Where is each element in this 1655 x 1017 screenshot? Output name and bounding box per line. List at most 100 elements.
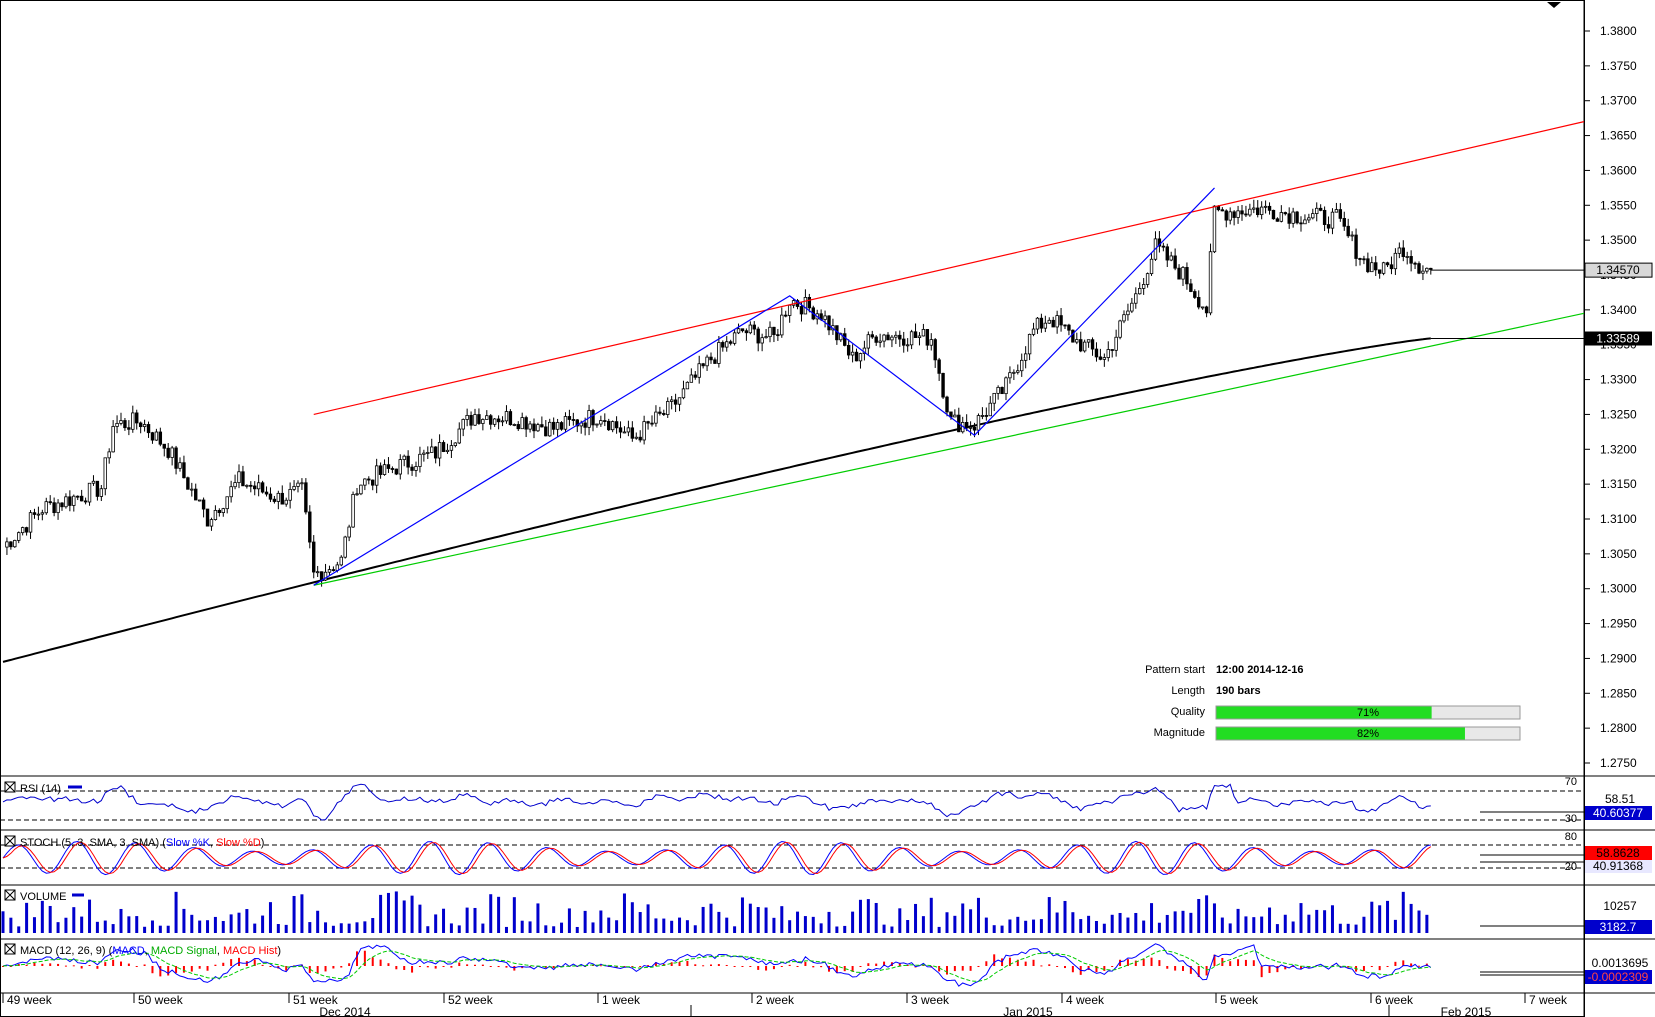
price-tick-label: 1.3150 [1600, 477, 1637, 491]
candle-body [1385, 262, 1390, 266]
volume-bar [1220, 917, 1224, 933]
macd-hist-bar [348, 963, 351, 966]
volume-bar [150, 920, 154, 933]
candle [426, 446, 430, 459]
candle-body [827, 315, 831, 331]
macd-hist-bar [1229, 961, 1232, 966]
candle [512, 423, 517, 427]
candle [1134, 287, 1138, 309]
candle-body [154, 431, 159, 441]
candle [996, 385, 1000, 400]
candle [898, 330, 902, 347]
candle-body [24, 527, 29, 533]
candle [268, 487, 273, 503]
volume-bar [866, 899, 870, 933]
candle-body [748, 324, 753, 334]
candle-body [414, 466, 418, 471]
macd-hist-bar [788, 964, 791, 966]
volume-bar [583, 910, 587, 933]
candle-body [115, 423, 119, 427]
candle-body [1055, 315, 1059, 328]
macd-hist-bar [867, 963, 870, 966]
candle [249, 481, 253, 493]
candle-body [382, 464, 387, 475]
candle-body [1138, 288, 1142, 295]
macd-hist-bar [379, 959, 382, 966]
volume-bar [1393, 919, 1397, 933]
volume-bar [1110, 914, 1114, 933]
macd-hist-bar [757, 966, 760, 970]
candle-body [1393, 252, 1398, 270]
volume-bar [308, 922, 312, 933]
candle-body [681, 388, 686, 399]
candle-body [1047, 319, 1051, 324]
scroll-marker-icon[interactable] [1547, 2, 1561, 8]
candle-body [768, 326, 772, 338]
candle [1204, 305, 1209, 318]
macd-hist-bar [175, 966, 178, 973]
candle-body [449, 445, 454, 451]
candle [1090, 337, 1095, 356]
candle [300, 478, 304, 490]
candle-body [56, 502, 60, 514]
macd-hist-bar [710, 964, 712, 966]
macd-hist-bar [654, 962, 657, 966]
volume-bar [693, 925, 697, 933]
volume-bar [906, 920, 910, 933]
candle [772, 326, 776, 343]
candle [559, 421, 564, 431]
macd-hist-bar [1150, 957, 1153, 966]
candle [1271, 209, 1276, 220]
candle [123, 418, 127, 431]
candle [937, 357, 941, 381]
candle-body [123, 420, 127, 429]
candle-body [902, 338, 906, 346]
candle-body [634, 436, 638, 439]
candle-body [886, 334, 890, 341]
candle [945, 395, 949, 417]
volume-bar [442, 908, 446, 933]
volume-bar [552, 926, 556, 933]
candle [445, 443, 450, 454]
candle-body [249, 484, 253, 487]
candle-body [618, 427, 623, 433]
candle-body [964, 422, 969, 429]
volume-bar [88, 899, 92, 933]
candle [1165, 243, 1169, 267]
month-label: Dec 2014 [319, 1005, 371, 1017]
volume-upper-value: 10257 [1603, 899, 1637, 913]
macd-hist-bar [552, 966, 555, 969]
candle [980, 407, 985, 420]
macd-hist-bar [41, 963, 44, 966]
candle [1275, 217, 1280, 222]
candle [638, 430, 642, 443]
candle [1193, 289, 1197, 299]
candle-body [953, 414, 957, 418]
macd-hist-bar [835, 966, 838, 973]
volume-bar [1260, 916, 1264, 933]
candle-body [1271, 209, 1276, 220]
candle [1102, 353, 1107, 367]
candle-body [1354, 234, 1358, 259]
candle-body [1063, 324, 1067, 327]
candle-body [760, 337, 764, 344]
candle-body [599, 420, 603, 425]
volume-bar [394, 891, 398, 933]
volume-bar [1370, 901, 1374, 933]
candle [1051, 316, 1055, 328]
candle-body [803, 297, 808, 315]
volume-bar [969, 909, 973, 933]
candle-body [1228, 211, 1232, 221]
candle-body [1362, 258, 1366, 261]
candle [567, 409, 572, 426]
stoch-title-prefix: STOCH (5, 3, SMA, 3, SMA) [20, 837, 159, 849]
volume-bar [1094, 921, 1098, 933]
candle [1020, 353, 1024, 377]
macd-hist-bar [395, 966, 398, 970]
candle [1126, 303, 1130, 321]
volume-bar [607, 917, 611, 933]
macd-hist-bar [190, 966, 193, 972]
candle-body [1173, 255, 1177, 269]
volume-bar [355, 922, 359, 933]
candle-body [1224, 210, 1228, 221]
